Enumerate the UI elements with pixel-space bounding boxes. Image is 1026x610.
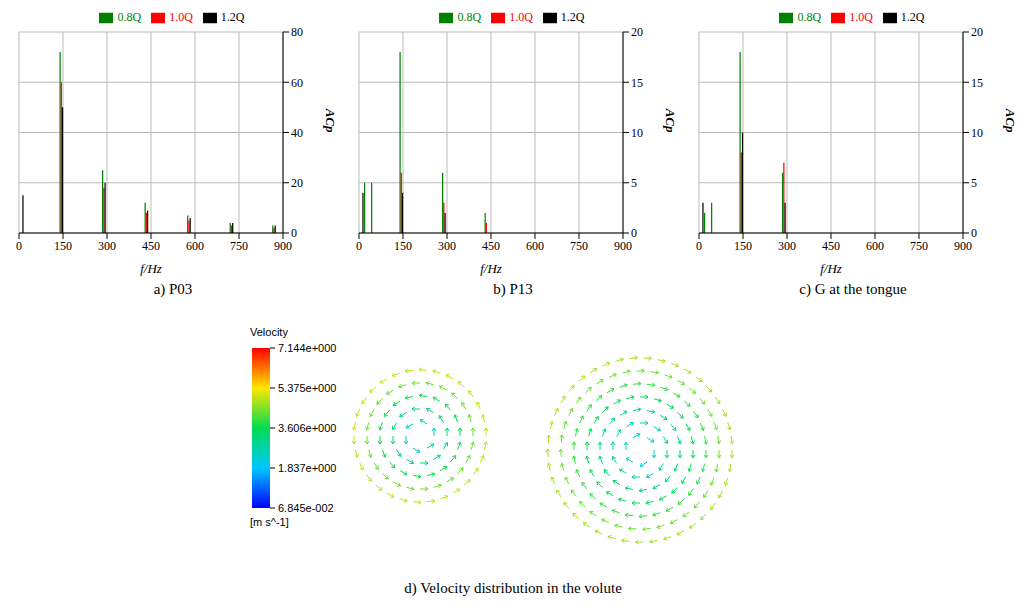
- svg-text:0: 0: [631, 226, 637, 240]
- html-text:0.8Q: 0.8Q: [797, 10, 822, 24]
- svg-text:ACp: ACp: [1003, 108, 1018, 133]
- html-text:c) G at the tongue: c) G at the tongue: [799, 281, 907, 297]
- svg-text:750: 750: [570, 239, 588, 253]
- svg-text:6.845e-002: 6.845e-002: [278, 502, 334, 514]
- html-text:1.0Q: 1.0Q: [849, 10, 873, 24]
- svg-text:0: 0: [291, 226, 297, 240]
- svg-text:600: 600: [186, 239, 204, 253]
- svg-text:600: 600: [526, 239, 544, 253]
- html-text:a) P03: a) P03: [153, 281, 193, 297]
- svg-text:900: 900: [614, 239, 632, 253]
- html-text:b) P13: b) P13: [493, 281, 533, 297]
- svg-text:15: 15: [631, 76, 643, 90]
- svg-text:10: 10: [971, 126, 983, 140]
- html-text:0.8Q: 0.8Q: [457, 10, 482, 24]
- svg-text:150: 150: [734, 239, 752, 253]
- svg-text:1.837e+000: 1.837e+000: [278, 462, 336, 474]
- svg-text:40: 40: [291, 126, 303, 140]
- svg-text:10: 10: [631, 126, 643, 140]
- svg-text:20: 20: [291, 176, 303, 190]
- html-text:1.0Q: 1.0Q: [509, 10, 533, 24]
- svg-text:f/Hz: f/Hz: [140, 261, 162, 276]
- svg-text:5: 5: [631, 176, 637, 190]
- svg-text:f/Hz: f/Hz: [480, 261, 502, 276]
- svg-text:7.144e+000: 7.144e+000: [278, 342, 336, 354]
- svg-text:5.375e+000: 5.375e+000: [278, 382, 336, 394]
- svg-text:750: 750: [230, 239, 248, 253]
- svg-text:0: 0: [971, 226, 977, 240]
- svg-text:300: 300: [438, 239, 456, 253]
- html-text:1.2Q: 1.2Q: [220, 10, 245, 24]
- svg-text:15: 15: [971, 76, 983, 90]
- svg-text:80: 80: [291, 25, 303, 39]
- svg-text:60: 60: [291, 76, 303, 90]
- svg-text:750: 750: [910, 239, 928, 253]
- svg-text:300: 300: [98, 239, 116, 253]
- svg-text:ACp: ACp: [663, 108, 678, 133]
- svg-text:ACp: ACp: [323, 108, 338, 133]
- svg-text:0: 0: [16, 239, 22, 253]
- svg-text:20: 20: [631, 25, 643, 39]
- svg-text:5: 5: [971, 176, 977, 190]
- svg-text:0: 0: [696, 239, 702, 253]
- svg-text:600: 600: [866, 239, 884, 253]
- html-text:1.0Q: 1.0Q: [169, 10, 193, 24]
- svg-text:450: 450: [482, 239, 500, 253]
- svg-text:0: 0: [356, 239, 362, 253]
- svg-text:3.606e+000: 3.606e+000: [278, 422, 336, 434]
- html-text:0.8Q: 0.8Q: [117, 10, 142, 24]
- svg-text:450: 450: [822, 239, 840, 253]
- svg-text:150: 150: [394, 239, 412, 253]
- svg-text:450: 450: [142, 239, 160, 253]
- svg-text:20: 20: [971, 25, 983, 39]
- svg-text:150: 150: [54, 239, 72, 253]
- html-text:1.2Q: 1.2Q: [560, 10, 585, 24]
- svg-text:300: 300: [778, 239, 796, 253]
- svg-text:900: 900: [954, 239, 972, 253]
- html-text:d) Velocity distribution in th: d) Velocity distribution in the volute: [404, 580, 622, 596]
- html-text:1.2Q: 1.2Q: [900, 10, 925, 24]
- svg-text:900: 900: [274, 239, 292, 253]
- svg-text:Velocity: Velocity: [250, 326, 288, 338]
- svg-text:f/Hz: f/Hz: [820, 261, 842, 276]
- svg-text:[m s^-1]: [m s^-1]: [250, 516, 289, 528]
